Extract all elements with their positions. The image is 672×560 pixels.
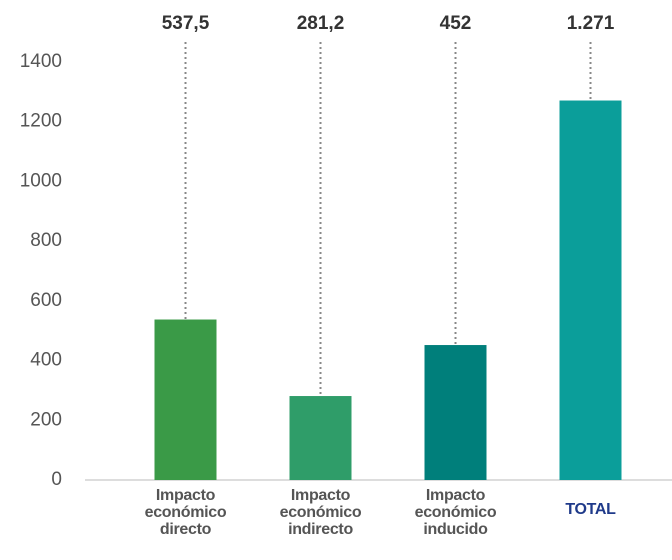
value-label: 452 [440,13,472,34]
bar [559,100,622,480]
y-tick-label: 600 [30,290,62,311]
bar [424,345,487,480]
y-tick-label: 1400 [20,51,62,72]
x-tick-label: Impacto económico indirecto [279,487,362,538]
y-tick-label: 1000 [20,170,62,191]
x-tick-label: Impacto económico inducido [414,487,497,538]
y-tick-label: 1200 [20,111,62,132]
y-tick-label: 0 [51,469,62,490]
value-label: 1.271 [567,13,615,34]
x-tick-label: Impacto económico directo [144,487,227,538]
bar [154,319,217,480]
y-tick-label: 800 [30,230,62,251]
y-tick-label: 400 [30,350,62,371]
value-label: 281,2 [297,13,345,34]
bar [289,396,352,480]
value-label: 537,5 [162,13,210,34]
y-tick-label: 200 [30,409,62,430]
x-tick-label: TOTAL [565,501,616,518]
